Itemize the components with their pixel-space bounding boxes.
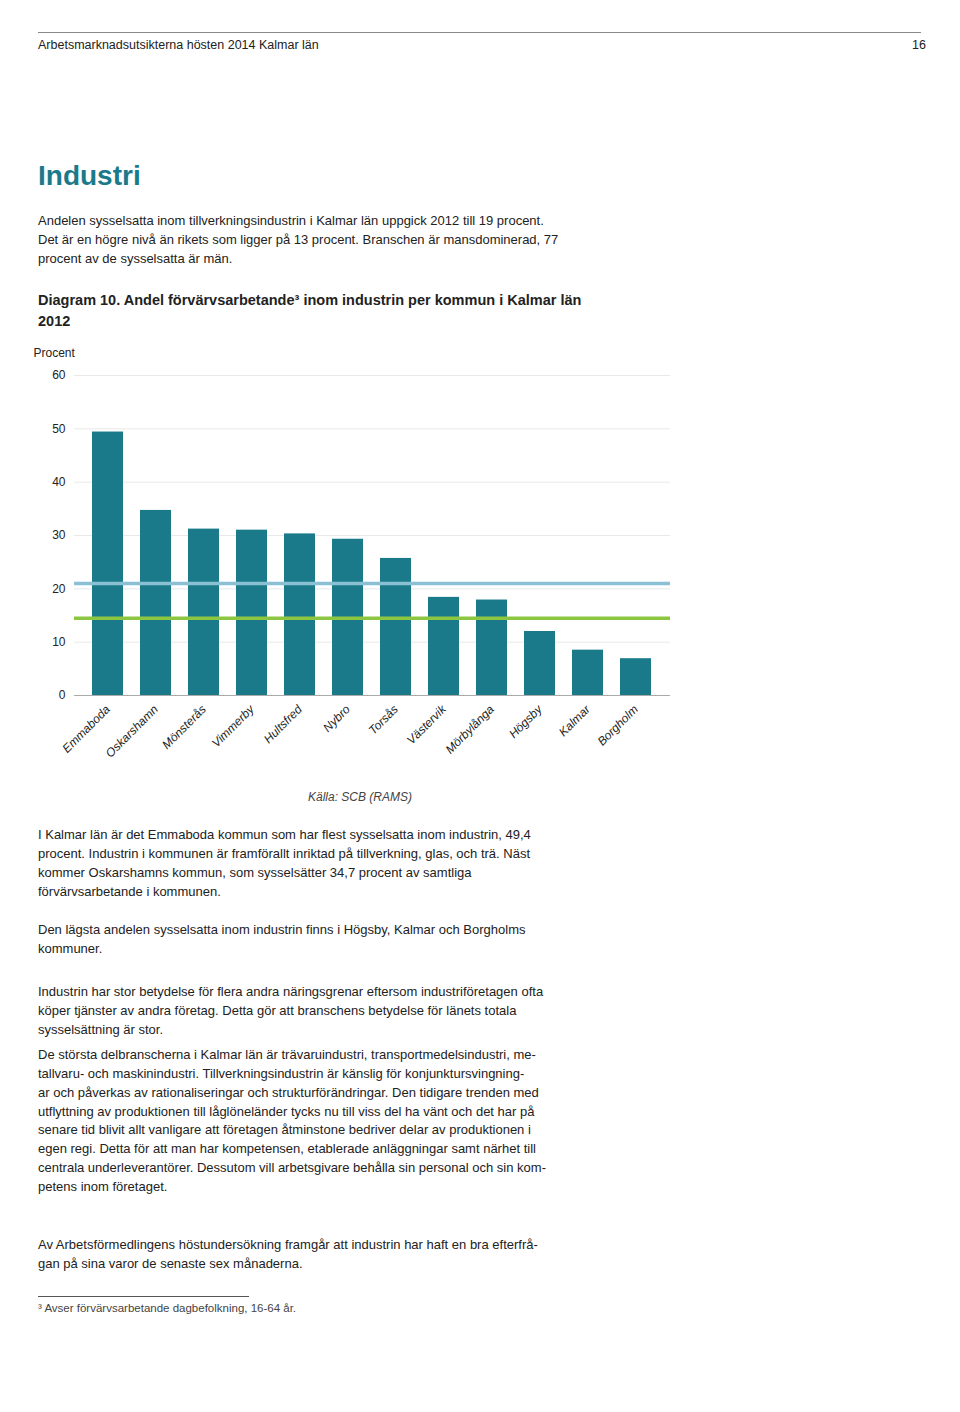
svg-text:Vimmerby: Vimmerby [209, 702, 258, 751]
svg-text:20: 20 [52, 582, 66, 596]
html-text:Andelen sysselsatta inom tillv: Andelen sysselsatta inom tillverkningsin… [38, 213, 559, 266]
svg-text:Hultsfred: Hultsfred [261, 702, 305, 746]
svg-text:Procent: Procent [34, 346, 76, 360]
svg-text:40: 40 [52, 475, 66, 489]
svg-text:Emmaboda: Emmaboda [59, 702, 113, 756]
svg-text:10: 10 [52, 635, 66, 649]
html-text:De största delbranscherna i Ka: De största delbranscherna i Kalmar län ä… [38, 1047, 546, 1194]
svg-text:50: 50 [52, 422, 66, 436]
svg-text:Högsby: Högsby [506, 702, 545, 741]
svg-text:Torsås: Torsås [366, 702, 401, 737]
svg-text:Västervik: Västervik [404, 702, 450, 748]
html-text:Av Arbetsförmedlingens höstund: Av Arbetsförmedlingens höstundersökning … [38, 1237, 538, 1271]
html-text:³ Avser förvärvsarbetande dagb: ³ Avser förvärvsarbetande dagbefolkning,… [38, 1302, 297, 1314]
svg-text:0: 0 [59, 688, 66, 702]
svg-text:30: 30 [52, 528, 66, 542]
svg-text:Mönsterås: Mönsterås [159, 702, 209, 752]
svg-text:Mörbylånga: Mörbylånga [443, 702, 497, 756]
svg-text:60: 60 [52, 368, 66, 382]
html-text:Industrin har stor betydelse f: Industrin har stor betydelse för flera a… [38, 984, 544, 1037]
html-text:Industri: Industri [38, 160, 141, 191]
html-text:I Kalmar län är det Emmaboda k: I Kalmar län är det Emmaboda kommun som … [38, 827, 531, 899]
html-text:Arbetsmarknadsutsikterna höste: Arbetsmarknadsutsikterna hösten 2014 Kal… [38, 38, 319, 52]
html-text:Diagram 10. Andel förvärvsarbe: Diagram 10. Andel förvärvsarbetande³ ino… [38, 292, 582, 329]
html-text:16: 16 [912, 38, 926, 52]
svg-text:Oskarshamn: Oskarshamn [103, 702, 161, 760]
svg-text:Nybro: Nybro [320, 702, 353, 735]
svg-text:Borgholm: Borgholm [595, 702, 641, 748]
html-text:Den lägsta andelen sysselsatta: Den lägsta andelen sysselsatta inom indu… [38, 922, 526, 956]
svg-text:Kalmar: Kalmar [556, 702, 593, 739]
html-text:Källa: SCB (RAMS): Källa: SCB (RAMS) [308, 790, 412, 804]
